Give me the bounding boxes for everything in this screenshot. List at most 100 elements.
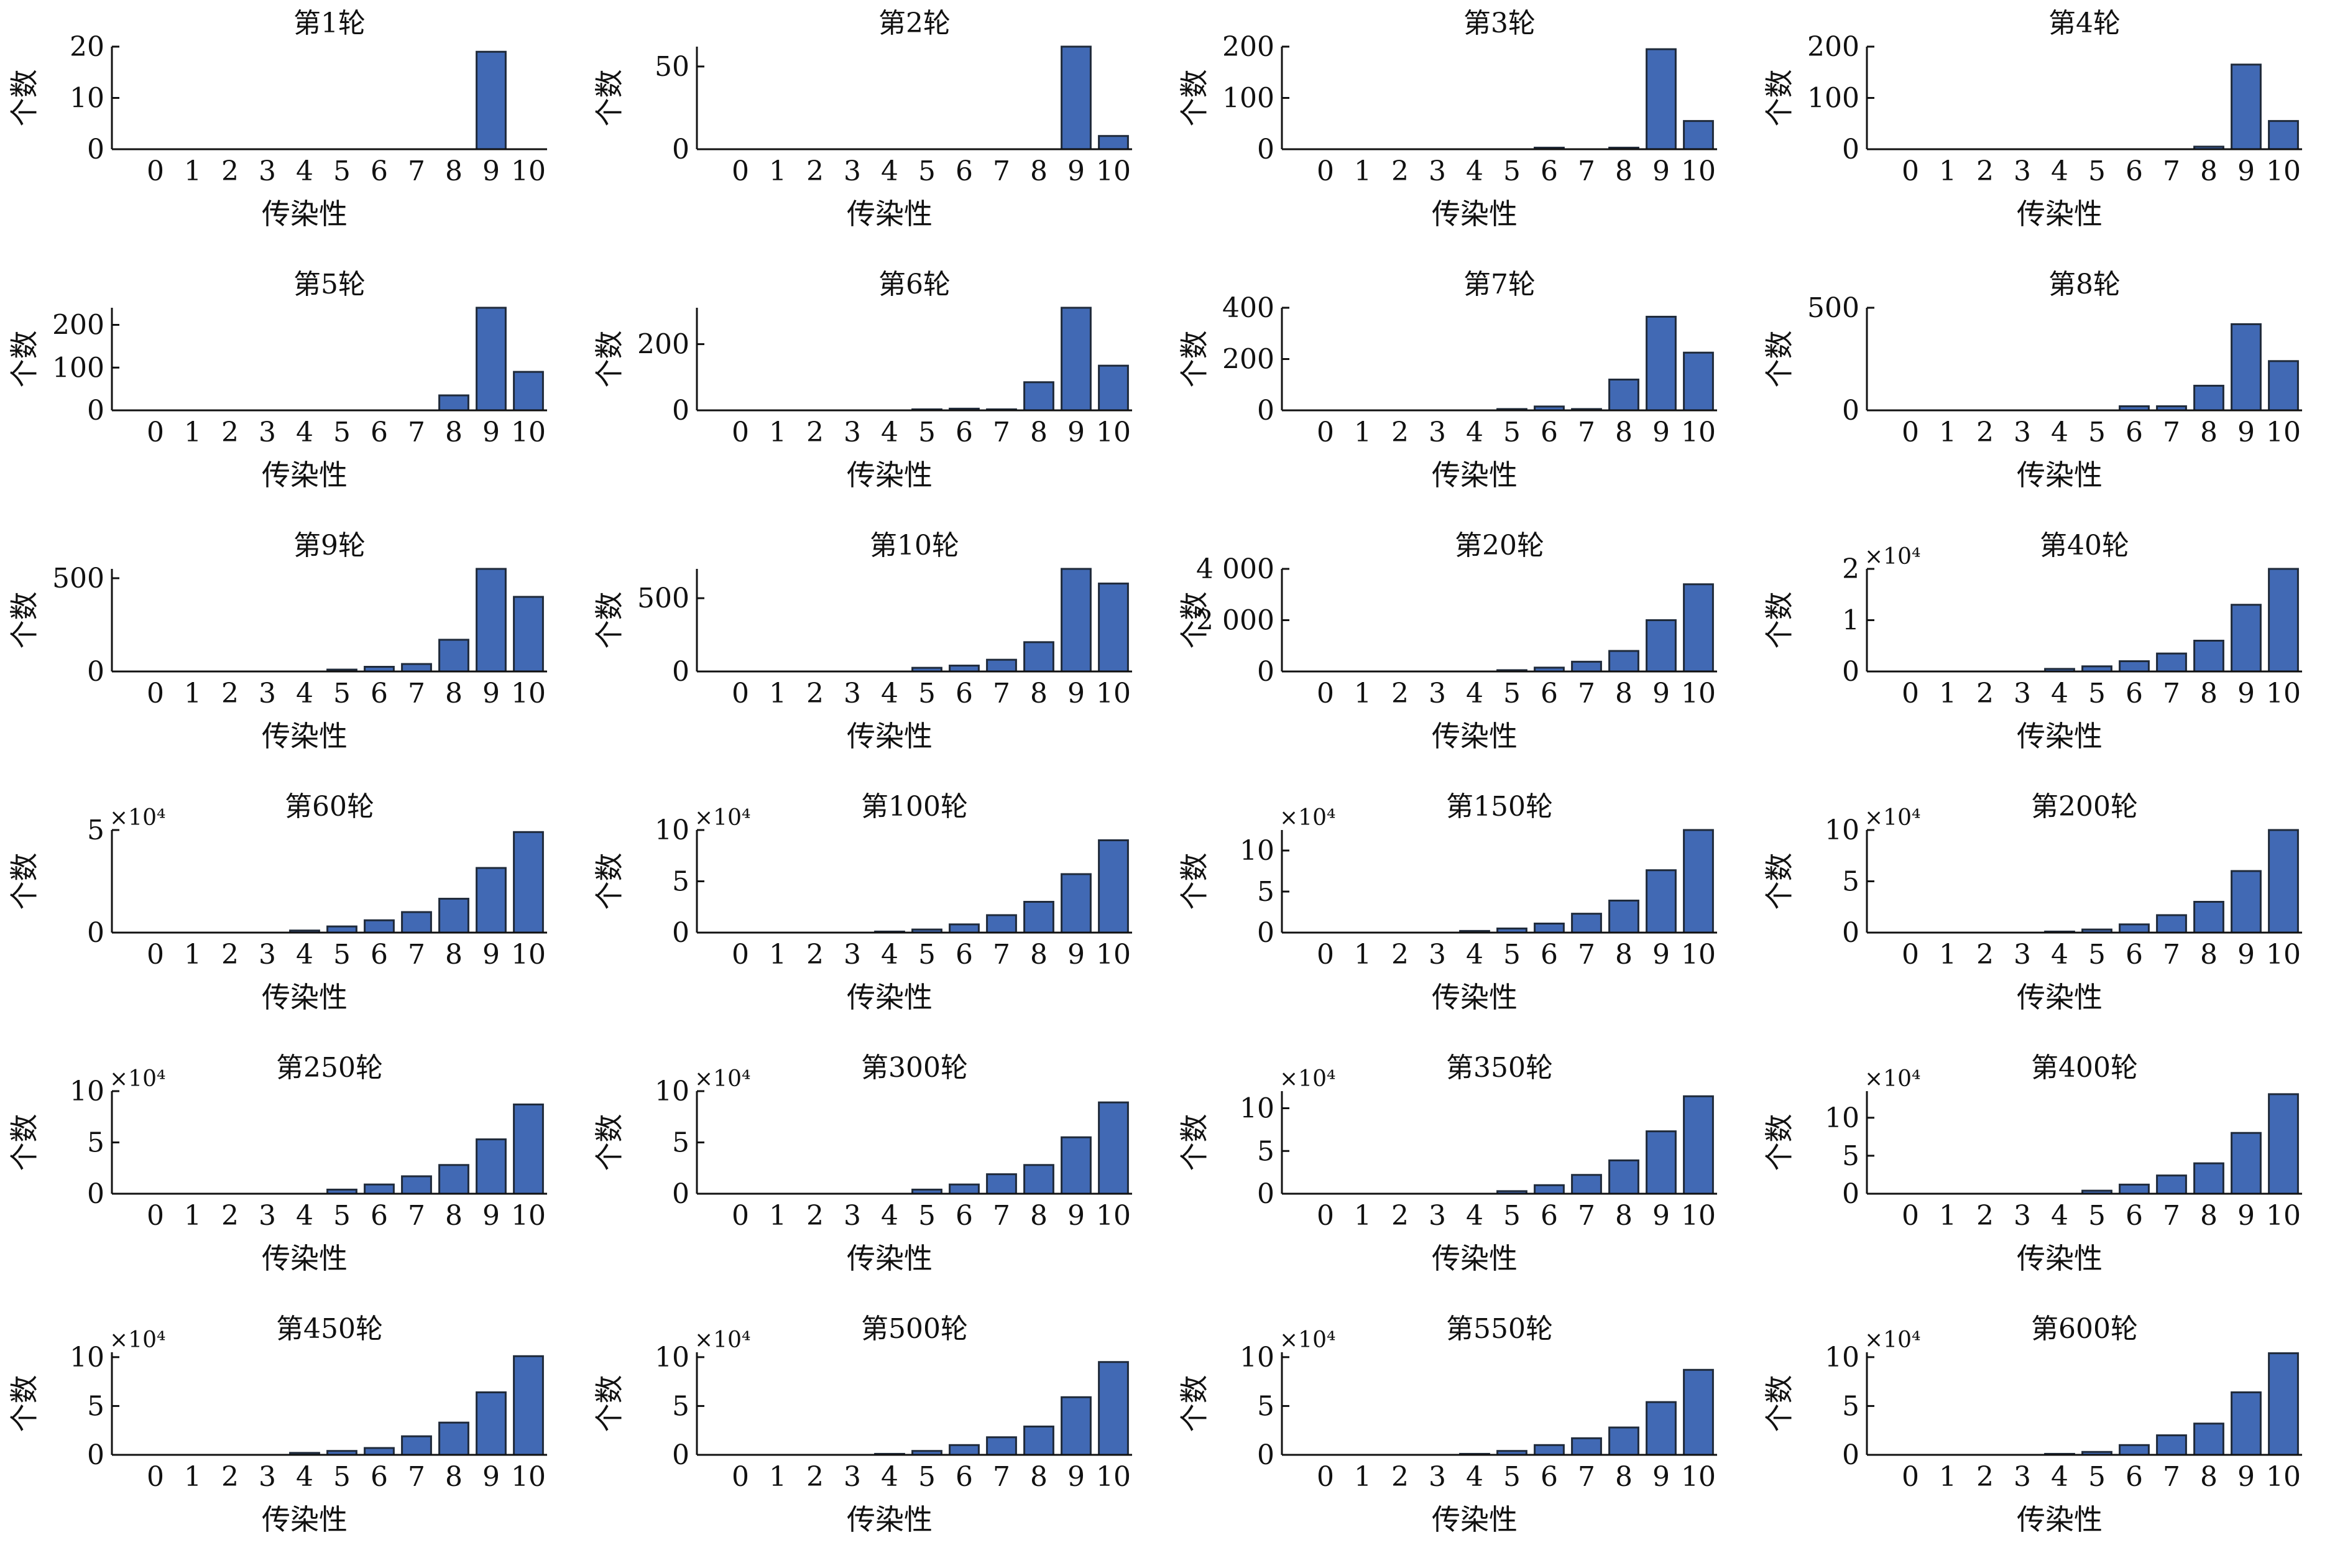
bar bbox=[2156, 652, 2187, 673]
x-tick-label: 3 bbox=[2014, 155, 2031, 187]
x-tick-label: 0 bbox=[732, 417, 749, 448]
bar bbox=[1683, 829, 1714, 934]
x-tick-label: 5 bbox=[1503, 678, 1521, 709]
x-tick-label: 0 bbox=[732, 678, 749, 709]
bar bbox=[2231, 1132, 2262, 1195]
chart-title: 第600轮 bbox=[2031, 1313, 2138, 1345]
x-tick-label: 2 bbox=[1976, 678, 1994, 709]
y-tick-label: 10 bbox=[1825, 814, 1859, 846]
x-tick-label: 10 bbox=[511, 1200, 546, 1232]
x-tick-label: 6 bbox=[956, 939, 973, 971]
x-tick-label: 4 bbox=[296, 678, 313, 709]
x-tick-label: 9 bbox=[1652, 155, 1670, 187]
x-tick-label: 6 bbox=[2126, 678, 2143, 709]
bar bbox=[401, 1435, 432, 1456]
chart-panel: 第2轮 个数 0 1 2 3 4 5 6 7 8 9 10 0 50 传染性 bbox=[585, 0, 1170, 261]
bar bbox=[1571, 1437, 1602, 1456]
y-tick-label: 10 bbox=[70, 83, 104, 114]
x-tick-label: 3 bbox=[844, 678, 861, 709]
x-tick-label: 2 bbox=[1391, 155, 1409, 187]
x-tick-label: 2 bbox=[1391, 1461, 1409, 1493]
x-tick-label: 1 bbox=[1354, 939, 1371, 971]
x-tick-label: 9 bbox=[482, 155, 500, 187]
bar bbox=[986, 914, 1017, 934]
chart-panel: 第60轮 ×10⁴ 个数 0 1 2 3 4 5 6 7 8 9 10 0 5 传染性 bbox=[0, 783, 585, 1045]
chart-panel: 第150轮 ×10⁴ 个数 0 1 2 3 4 5 6 7 8 9 10 0 5 10 传染性 bbox=[1170, 783, 1755, 1045]
x-tick-label: 7 bbox=[408, 678, 425, 709]
chart-title: 第150轮 bbox=[1446, 791, 1553, 823]
x-tick-label: 8 bbox=[1615, 1461, 1633, 1493]
x-tick-label: 2 bbox=[1391, 939, 1409, 971]
x-tick-label: 1 bbox=[1939, 1461, 1956, 1493]
bar bbox=[2156, 1174, 2187, 1195]
x-tick-label: 0 bbox=[1902, 417, 1919, 448]
x-tick-label: 7 bbox=[993, 1200, 1010, 1232]
x-tick-label: 10 bbox=[511, 1461, 546, 1493]
x-tick-label: 0 bbox=[1902, 1461, 1919, 1493]
bar bbox=[1534, 1444, 1565, 1456]
x-tick-label: 7 bbox=[408, 417, 425, 448]
x-tick-label: 9 bbox=[482, 678, 500, 709]
bar bbox=[1534, 1184, 1565, 1195]
x-tick-label: 0 bbox=[1317, 939, 1334, 971]
bar bbox=[1023, 1164, 1054, 1195]
x-tick-label: 0 bbox=[1317, 417, 1334, 448]
bar bbox=[1608, 900, 1639, 934]
x-tick-label: 8 bbox=[445, 1461, 463, 1493]
x-tick-label: 8 bbox=[1030, 155, 1048, 187]
x-axis-label: 传染性 bbox=[1432, 719, 1518, 753]
chart-panel: 第10轮 个数 0 1 2 3 4 5 6 7 8 9 10 0 500 传染性 bbox=[585, 522, 1170, 783]
bar bbox=[1061, 307, 1092, 412]
x-axis-label: 传染性 bbox=[847, 980, 933, 1014]
y-tick-label: 200 bbox=[1222, 344, 1274, 376]
x-tick-label: 8 bbox=[2200, 1200, 2218, 1232]
x-tick-label: 10 bbox=[1681, 417, 1716, 448]
bar bbox=[2193, 1423, 2224, 1456]
x-axis-label: 传染性 bbox=[2017, 719, 2103, 753]
chart-panel: 第20轮 个数 0 1 2 3 4 5 6 7 8 9 10 0 2 000 4 000 传染性 bbox=[1170, 522, 1755, 783]
bar bbox=[2268, 829, 2299, 934]
y-axis-label: 个数 bbox=[7, 1114, 41, 1171]
x-tick-label: 9 bbox=[1652, 1461, 1670, 1493]
x-tick-label: 8 bbox=[445, 678, 463, 709]
x-tick-label: 8 bbox=[1030, 678, 1048, 709]
y-tick-label: 0 bbox=[1257, 1178, 1274, 1210]
x-tick-label: 0 bbox=[732, 939, 749, 971]
chart-panel: 第500轮 ×10⁴ 个数 0 1 2 3 4 5 6 7 8 9 10 0 5 10 传染性 bbox=[585, 1306, 1170, 1567]
bar bbox=[1061, 1136, 1092, 1195]
y-tick-label: 0 bbox=[87, 1439, 104, 1471]
y-multiplier: ×10⁴ bbox=[1864, 544, 1920, 570]
x-tick-label: 9 bbox=[2237, 417, 2255, 448]
x-tick-label: 6 bbox=[371, 678, 388, 709]
x-tick-label: 4 bbox=[2051, 678, 2068, 709]
y-tick-label: 5 bbox=[87, 814, 104, 846]
x-tick-label: 2 bbox=[1391, 678, 1409, 709]
bar bbox=[1061, 45, 1092, 150]
x-tick-label: 10 bbox=[2266, 939, 2301, 971]
x-tick-label: 3 bbox=[844, 1461, 861, 1493]
x-tick-label: 6 bbox=[956, 155, 973, 187]
chart-panel: 第6轮 个数 0 1 2 3 4 5 6 7 8 9 10 0 200 传染性 bbox=[585, 261, 1170, 522]
x-tick-label: 1 bbox=[1354, 155, 1371, 187]
x-tick-label: 4 bbox=[296, 1200, 313, 1232]
chart-panel: 第600轮 ×10⁴ 个数 0 1 2 3 4 5 6 7 8 9 10 0 5 10 传染性 bbox=[1755, 1306, 2340, 1567]
x-tick-label: 7 bbox=[993, 939, 1010, 971]
chart-panel: 第8轮 个数 0 1 2 3 4 5 6 7 8 9 10 0 500 传染性 bbox=[1755, 261, 2340, 522]
y-tick-label: 10 bbox=[655, 1076, 689, 1107]
x-tick-label: 9 bbox=[482, 1200, 500, 1232]
x-tick-label: 3 bbox=[1429, 417, 1446, 448]
chart-title: 第200轮 bbox=[2031, 791, 2138, 823]
x-tick-label: 8 bbox=[2200, 155, 2218, 187]
bar bbox=[2231, 604, 2262, 673]
y-tick-label: 20 bbox=[70, 31, 104, 63]
bar bbox=[401, 911, 432, 934]
x-tick-label: 3 bbox=[259, 939, 276, 971]
x-tick-label: 7 bbox=[2163, 939, 2180, 971]
y-tick-label: 500 bbox=[52, 563, 104, 594]
x-tick-label: 9 bbox=[2237, 678, 2255, 709]
x-tick-label: 6 bbox=[1541, 939, 1558, 971]
